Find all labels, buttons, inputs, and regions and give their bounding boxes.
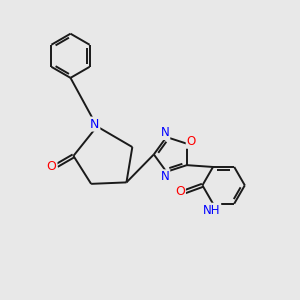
Text: N: N <box>90 118 99 130</box>
Text: O: O <box>175 185 185 198</box>
Text: N: N <box>160 126 169 139</box>
Text: N: N <box>160 170 169 183</box>
Text: O: O <box>46 160 56 173</box>
Text: O: O <box>187 135 196 148</box>
Text: NH: NH <box>203 204 220 217</box>
